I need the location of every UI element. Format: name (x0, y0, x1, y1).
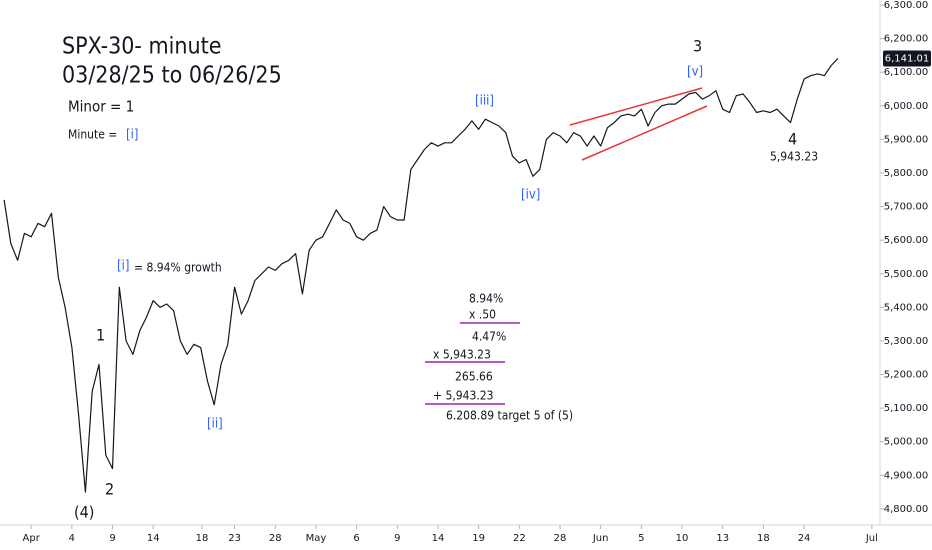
x-tick-label: 19 (472, 533, 485, 544)
wave-label: 3 (693, 37, 702, 56)
wave-label: [ii] (207, 417, 223, 432)
y-tick-label: 4,800.00 (884, 504, 929, 515)
trendline (581, 105, 708, 161)
last-price-label: 6,141.01 (885, 53, 930, 64)
x-tick-label: 18 (196, 533, 209, 544)
x-tick-label: 22 (513, 533, 526, 544)
wave-label: 4 (788, 130, 797, 149)
price-line (3, 57, 839, 493)
x-tick-label: 9 (109, 533, 115, 544)
y-tick-label: 6,000.00 (884, 101, 929, 112)
calc-line: x .50 (469, 308, 496, 322)
y-tick-label: 5,600.00 (884, 235, 929, 246)
y-tick-label: 5,200.00 (884, 370, 929, 381)
calc-line: 6.208.89 target 5 of (5) (446, 409, 573, 423)
annotation: Minor = 1 (68, 98, 134, 116)
x-tick-label: 14 (432, 533, 445, 544)
trendline (569, 87, 703, 126)
y-tick-label: 5,300.00 (884, 336, 929, 347)
x-tick-label: 14 (147, 533, 160, 544)
y-tick-label: 5,800.00 (884, 168, 929, 179)
annotation: Minute = (68, 128, 117, 142)
plot-area (3, 57, 839, 493)
x-tick-label: 28 (554, 533, 567, 544)
x-tick-label: 13 (716, 533, 729, 544)
x-tick-label: 6 (353, 533, 359, 544)
wave-label: (4) (74, 503, 94, 522)
x-tick-label: Jun (592, 533, 609, 544)
y-tick-label: 5,000.00 (884, 437, 929, 448)
y-tick-label: 6,100.00 (884, 67, 929, 78)
calc-line: x 5,943.23 (433, 348, 491, 362)
wave-label: 1 (96, 326, 105, 345)
chart-subtitle: 03/28/25 to 06/26/25 (62, 63, 282, 89)
x-tick-label: May (306, 533, 327, 544)
y-tick-label: 6,200.00 (884, 34, 929, 45)
x-tick-label: 23 (228, 533, 241, 544)
calc-line: 8.94% (469, 292, 503, 306)
last-price-box (883, 50, 931, 67)
chart-title: SPX-30- minute (62, 34, 221, 60)
wave-label: [iv] (521, 188, 540, 203)
wave-label: [iii] (475, 94, 494, 109)
annotation: 5,943.23 (770, 150, 818, 164)
x-tick-label: Apr (23, 533, 41, 544)
x-tick-label: 9 (394, 533, 400, 544)
wave-label: [v] (687, 65, 703, 80)
y-tick-label: 5,700.00 (884, 202, 929, 213)
y-tick-label: 5,900.00 (884, 134, 929, 145)
wave-label: [i] (117, 259, 129, 274)
y-tick-label: 5,400.00 (884, 302, 929, 313)
calc-line: 265.66 (455, 370, 493, 384)
x-tick-label: 24 (798, 533, 811, 544)
x-tick-label: Jul (865, 533, 878, 544)
x-tick-label: 18 (757, 533, 770, 544)
x-tick-label: 28 (269, 533, 282, 544)
calc-line: + 5,943.23 (433, 389, 494, 403)
annotation: = 8.94% growth (134, 261, 222, 275)
x-tick-label: 5 (638, 533, 644, 544)
x-tick-label: 10 (676, 533, 689, 544)
y-tick-label: 4,900.00 (884, 470, 929, 481)
y-tick-label: 5,500.00 (884, 269, 929, 280)
wave-label: 2 (105, 480, 114, 499)
wave-label: [i] (126, 128, 138, 143)
y-tick-label: 6,300.00 (884, 0, 929, 11)
x-tick-label: 4 (69, 533, 75, 544)
calc-line: 4.47% (472, 330, 506, 344)
y-tick-label: 5,100.00 (884, 403, 929, 414)
